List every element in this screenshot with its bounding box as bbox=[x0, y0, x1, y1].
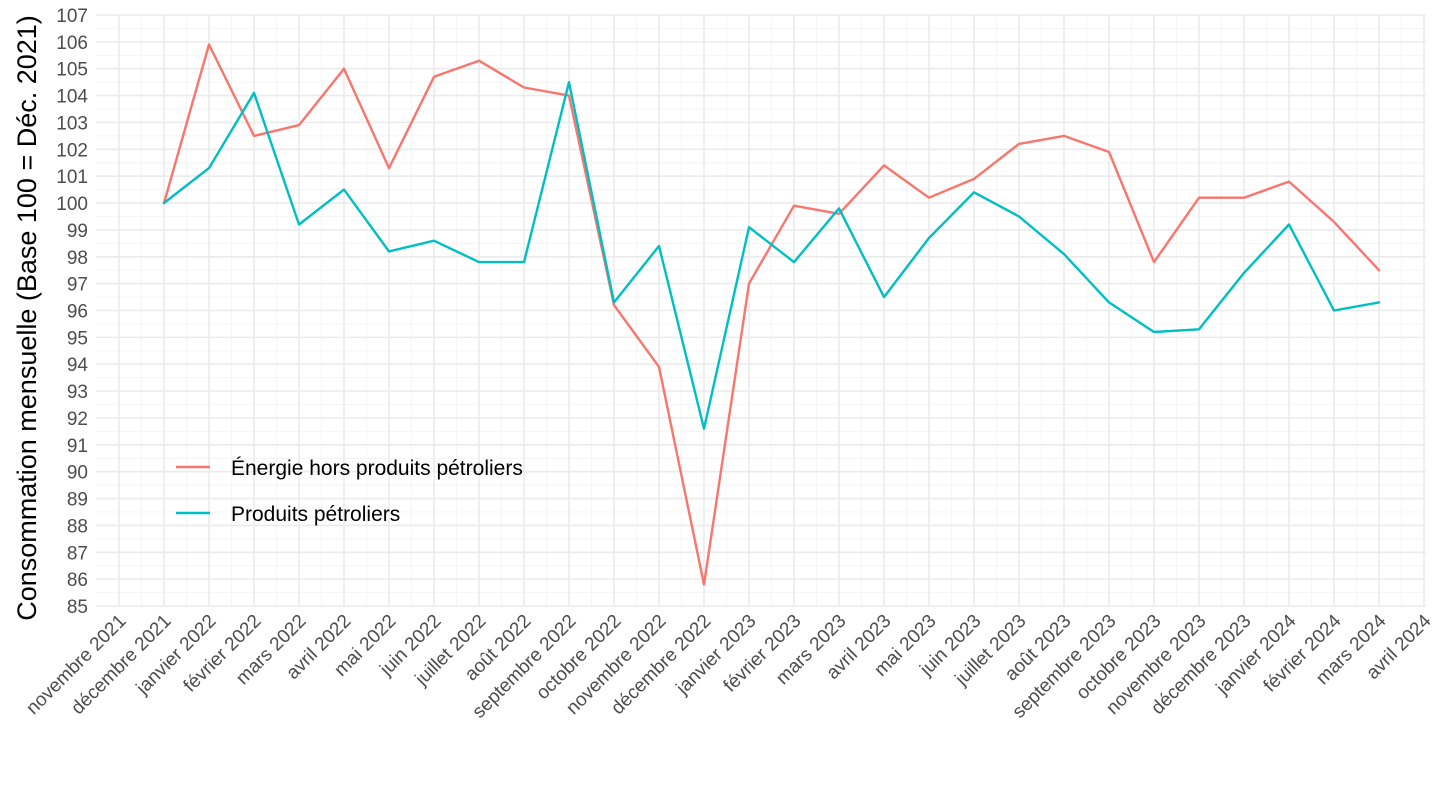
legend-label-1: Énergie hors produits pétroliers bbox=[231, 457, 523, 480]
y-tick-label: 99 bbox=[67, 221, 88, 242]
minor-gridlines bbox=[96, 15, 1426, 606]
y-tick-label: 98 bbox=[67, 248, 88, 269]
y-tick-label: 102 bbox=[56, 140, 88, 161]
y-tick-label: 96 bbox=[67, 302, 88, 323]
y-tick-label: 101 bbox=[56, 167, 88, 188]
y-tick-label: 103 bbox=[56, 113, 88, 134]
legend: Énergie hors produits pétroliers Produits… bbox=[176, 457, 523, 526]
y-tick-label: 85 bbox=[67, 597, 88, 618]
y-tick-label: 88 bbox=[67, 516, 88, 537]
y-tick-label: 94 bbox=[67, 355, 89, 376]
y-tick-label: 104 bbox=[56, 87, 88, 108]
series-line-2 bbox=[162, 80, 1381, 430]
y-tick-label: 92 bbox=[67, 409, 88, 430]
y-tick-label: 95 bbox=[67, 328, 88, 349]
y-tick-label: 86 bbox=[67, 570, 88, 591]
y-tick-label: 91 bbox=[67, 436, 88, 457]
y-tick-label: 106 bbox=[56, 33, 88, 54]
y-tick-label: 87 bbox=[67, 543, 88, 564]
y-tick-label: 105 bbox=[56, 60, 88, 81]
legend-label-2: Produits pétroliers bbox=[231, 503, 400, 526]
series-lines bbox=[162, 43, 1381, 586]
y-tick-label: 107 bbox=[56, 6, 88, 27]
y-tick-label: 89 bbox=[67, 490, 88, 511]
y-tick-label: 97 bbox=[67, 275, 88, 296]
y-axis-title: Consommation mensuelle (Base 100 = Déc. … bbox=[12, 15, 42, 621]
major-gridlines bbox=[96, 14, 1426, 607]
y-tick-label: 100 bbox=[56, 194, 88, 215]
y-tick-label: 93 bbox=[67, 382, 88, 403]
y-axis-tick-labels: 85 86 87 88 89 90 91 92 93 94 95 96 97 98 99 100 101 102 1… bbox=[56, 6, 88, 618]
y-tick-label: 90 bbox=[67, 463, 88, 484]
